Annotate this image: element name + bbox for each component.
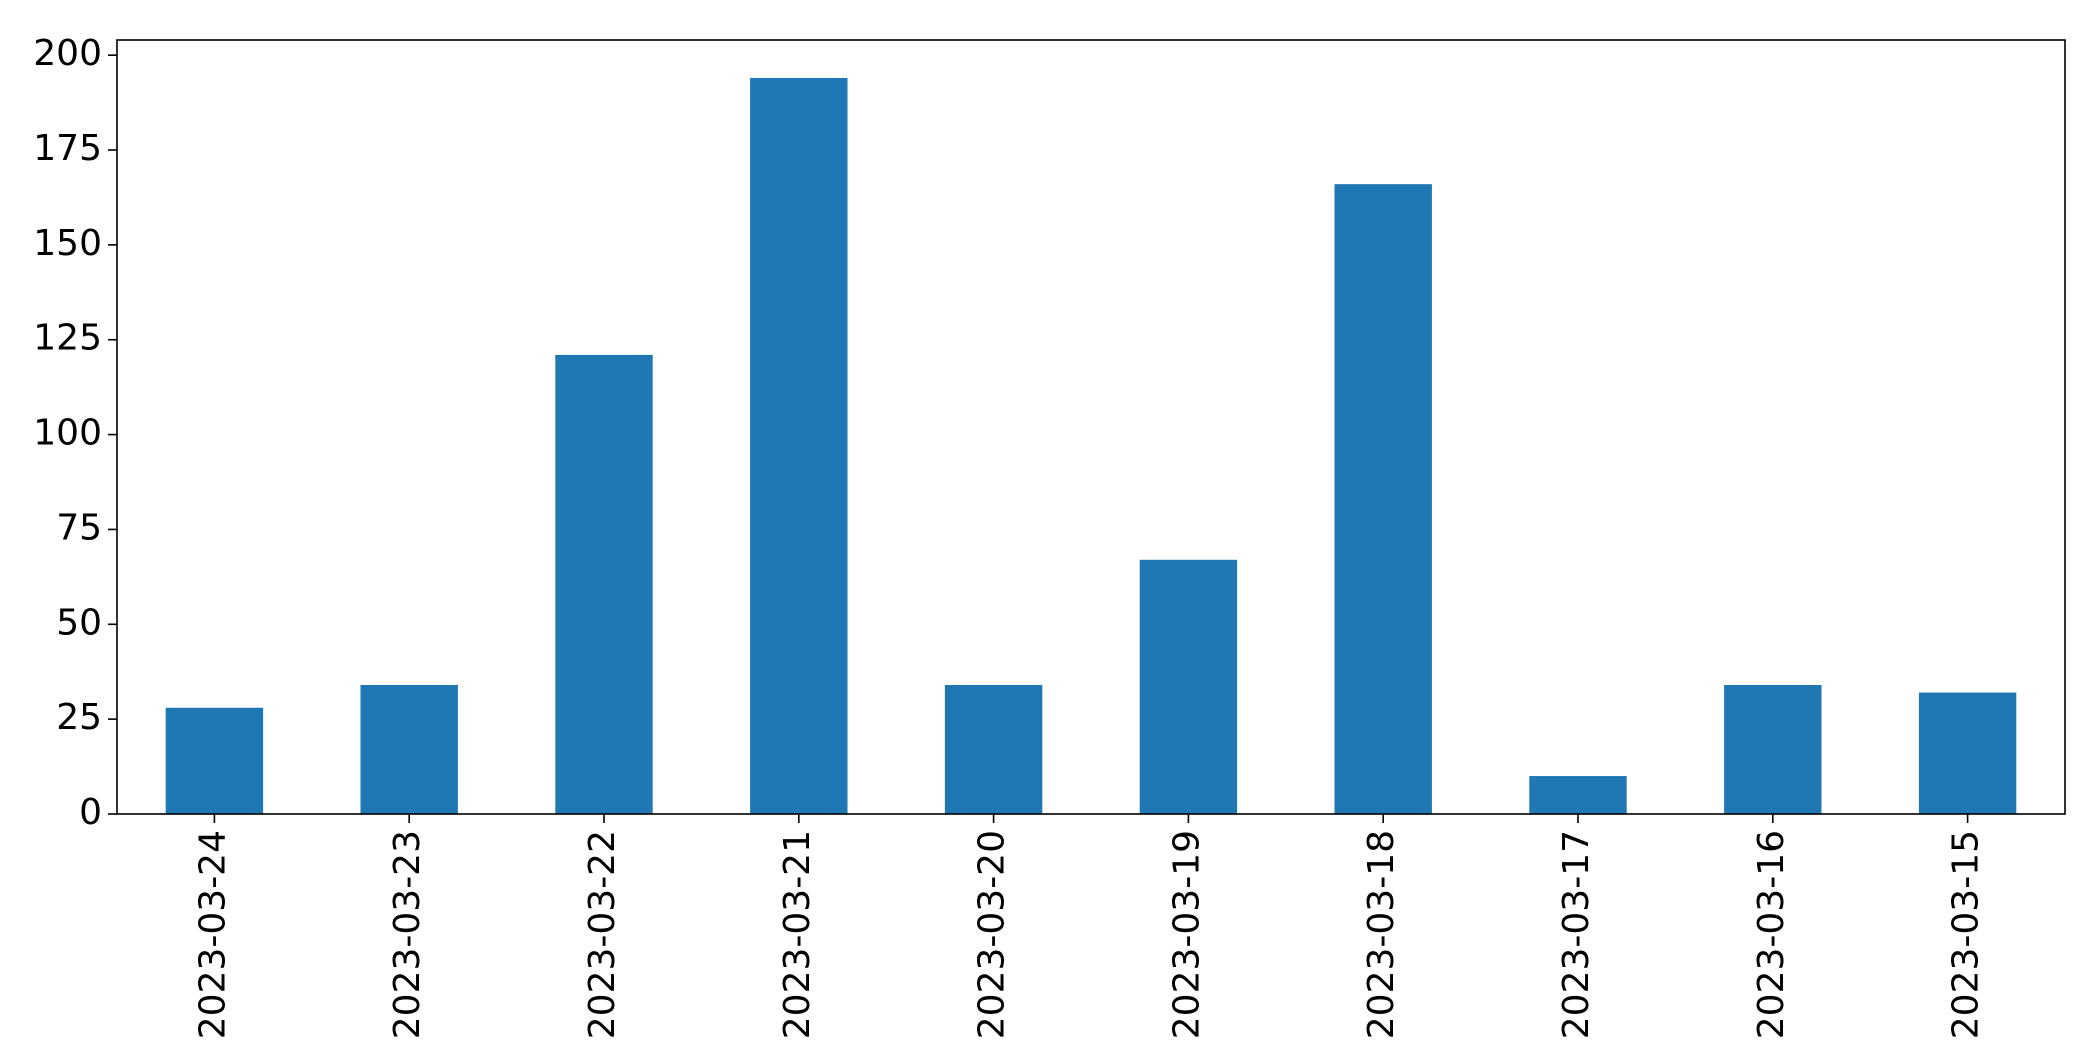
y-tick-label: 50: [56, 602, 102, 643]
y-tick-label: 0: [79, 792, 102, 833]
x-axis: 2023-03-24 2023-03-23 2023-03-22 2023-03-21…: [192, 814, 1987, 1039]
x-tick-label: 2023-03-15: [1946, 830, 1987, 1039]
bar-2023-03-19: [1139, 559, 1238, 814]
bar-2023-03-18: [1334, 184, 1432, 815]
bar-2023-03-23: [360, 685, 458, 814]
bar-2023-03-21: [750, 77, 848, 815]
x-tick-label: 2023-03-19: [1166, 830, 1207, 1039]
y-tick-label: 150: [33, 223, 102, 264]
y-axis: 0 25 50 75 100 125 150 175 200: [33, 33, 117, 833]
bar-2023-03-15: [1918, 692, 2017, 814]
plot-frame: [116, 39, 2066, 815]
bar-2023-03-24: [165, 707, 264, 814]
bar-2023-03-20: [944, 685, 1043, 814]
x-tick-label: 2023-03-20: [972, 830, 1013, 1039]
y-tick-label: 200: [33, 33, 102, 74]
x-tick-label: 2023-03-22: [582, 830, 623, 1039]
y-tick-label: 75: [56, 507, 102, 548]
bar-2023-03-17: [1529, 776, 1627, 814]
x-tick-label: 2023-03-23: [387, 830, 428, 1039]
bar-2023-03-22: [555, 354, 653, 814]
x-tick-label: 2023-03-16: [1751, 830, 1792, 1039]
y-tick-label: 175: [33, 128, 102, 169]
y-tick-label: 100: [33, 413, 102, 454]
x-tick-label: 2023-03-18: [1361, 830, 1402, 1039]
x-tick-label: 2023-03-17: [1556, 830, 1597, 1039]
bar-2023-03-16: [1724, 685, 1822, 814]
y-tick-label: 25: [56, 697, 102, 738]
bars-layer: [165, 77, 2017, 815]
x-tick-label: 2023-03-24: [192, 830, 233, 1039]
y-tick-label: 125: [33, 318, 102, 359]
x-tick-label: 2023-03-21: [777, 830, 818, 1039]
